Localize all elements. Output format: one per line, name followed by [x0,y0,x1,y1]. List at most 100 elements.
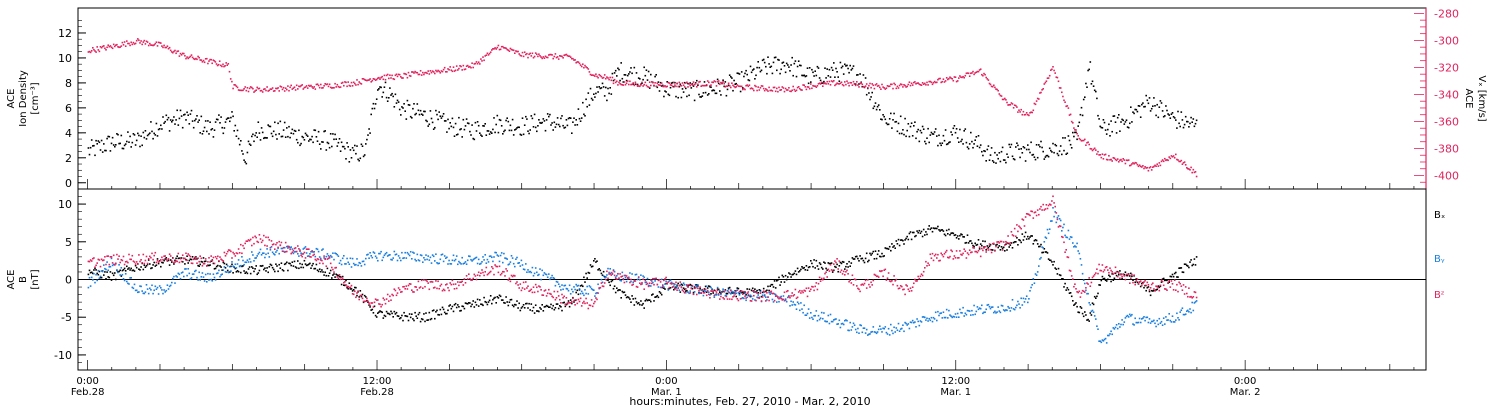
by-point [154,285,157,288]
bz-point [176,260,178,263]
bx-point [1101,275,1104,278]
bz-point [218,260,220,262]
bx-point [742,291,744,293]
density-point [442,113,445,115]
bx-point [703,288,706,290]
bx-point [918,229,921,232]
by-point [759,290,762,293]
density-point [207,120,209,122]
density-point [1065,153,1067,155]
density-point [523,124,526,126]
density-point [683,81,686,84]
velocity-point [1170,155,1173,157]
by-point [426,258,428,261]
density-point [722,79,724,81]
velocity-point [881,83,883,86]
bz-point [681,289,684,291]
velocity-point [335,86,337,88]
bx-point [716,288,719,291]
density-point [631,72,633,75]
bx-point [253,270,255,273]
velocity-point [473,63,476,65]
bx-point [133,270,136,272]
velocity-point [400,76,402,78]
by-point [198,271,200,274]
density-point [391,92,393,95]
bx-point [906,235,908,238]
bz-point [354,290,356,293]
density-point [648,87,651,89]
bx-point [758,289,761,291]
density-point [891,127,893,129]
velocity-point [112,43,115,46]
density-point [95,139,97,142]
density-point [1103,121,1106,124]
bz-point [363,300,366,303]
bz-point [583,300,585,303]
density-point [973,143,975,145]
velocity-point [191,56,194,59]
bx-point [879,255,881,258]
velocity-point [1035,100,1038,102]
velocity-point [753,89,755,92]
velocity-point [962,75,964,78]
velocity-point [1063,99,1065,102]
bz-point [777,296,779,298]
velocity-point [206,57,208,60]
bz-point [525,281,527,283]
density-point [429,110,432,112]
velocity-point [237,89,240,91]
velocity-point [780,89,782,91]
density-point [1088,68,1090,71]
bz-point [624,274,627,277]
density-point [472,137,474,140]
by-point [220,274,222,276]
bz-point [126,260,128,263]
density-point [783,65,786,67]
bz-point [918,277,921,280]
bz-point [173,261,175,264]
density-point [1024,160,1027,162]
density-point [938,134,940,137]
by-point [166,284,169,286]
velocity-point [1029,112,1031,114]
bz-point [733,295,735,297]
density-point [1180,111,1183,113]
bx-point [530,303,533,305]
velocity-point [942,78,945,80]
density-point [573,117,575,119]
bx-point [212,262,215,265]
velocity-point [204,58,207,60]
density-point [782,61,785,64]
by-point [995,312,997,314]
bz-point [365,300,367,303]
density-point [257,121,260,123]
by-point [235,267,238,269]
density-point [856,74,858,76]
velocity-point [1109,159,1111,161]
density-point [474,121,477,124]
by-point [675,287,677,290]
velocity-point [398,73,401,76]
by-point [1027,301,1029,304]
bx-point [736,287,739,289]
density-point [655,74,657,76]
bx-point [1068,292,1071,294]
velocity-point [1162,160,1165,163]
by-point [533,272,536,275]
density-point [243,159,245,161]
density-point [1001,146,1004,149]
bz-point [938,260,940,262]
bx-point [794,270,797,272]
by-point [829,313,832,316]
bx-point [939,230,941,232]
bx-point [481,303,483,306]
bz-point [532,286,535,288]
density-point [1055,144,1058,147]
density-point [98,141,101,144]
bx-point [95,269,97,271]
bx-point [853,258,856,260]
velocity-point [590,74,593,76]
bx-point [903,243,905,245]
by-point [486,258,489,261]
